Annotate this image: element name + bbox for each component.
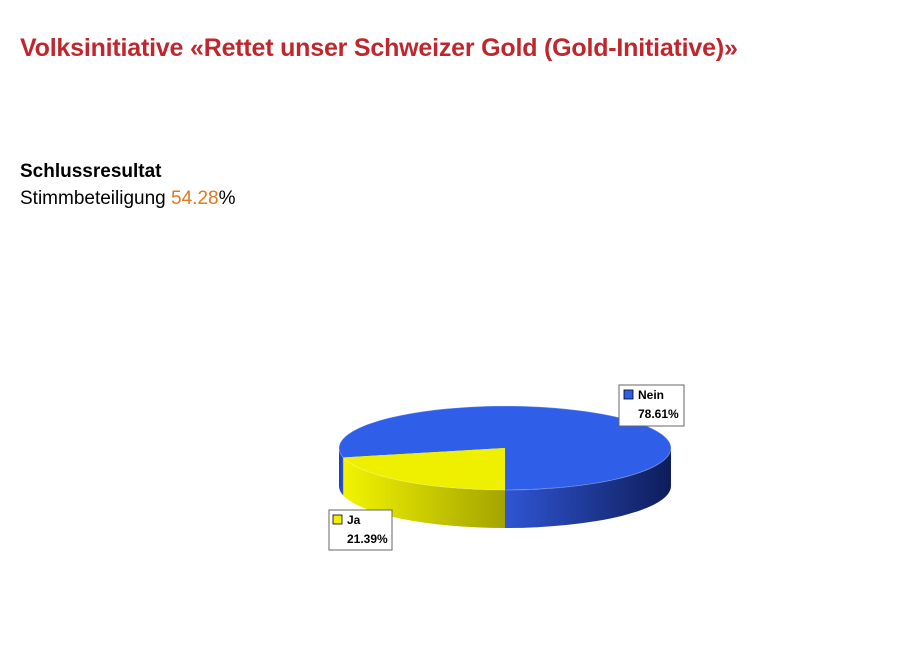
turnout-value: 54.28 [171,188,219,209]
legend-swatch-nein [623,389,634,400]
slice-side-nein-left [339,448,344,496]
legend-label-nein: Nein 78.61% [618,384,685,427]
legend-value-nein: 78.61% [638,407,679,421]
legend-swatch-ja [332,514,343,525]
turnout-line: Stimmbeteiligung 54.28% [20,188,235,210]
legend-name-nein: Nein [638,388,664,402]
legend-label-ja: Ja 21.39% [328,509,393,551]
legend-name-ja: Ja [347,513,361,527]
slice-side-nein [505,448,671,528]
slice-top-nein [338,406,671,490]
page-title: Volksinitiative «Rettet unser Schweizer … [20,34,738,62]
turnout-unit: % [218,188,236,209]
slice-top-ja [343,448,505,490]
pie-rim [338,405,672,491]
result-heading: Schlussresultat [20,161,162,182]
legend-value-ja: 21.39% [347,532,388,546]
turnout-label: Stimmbeteiligung [20,188,166,209]
